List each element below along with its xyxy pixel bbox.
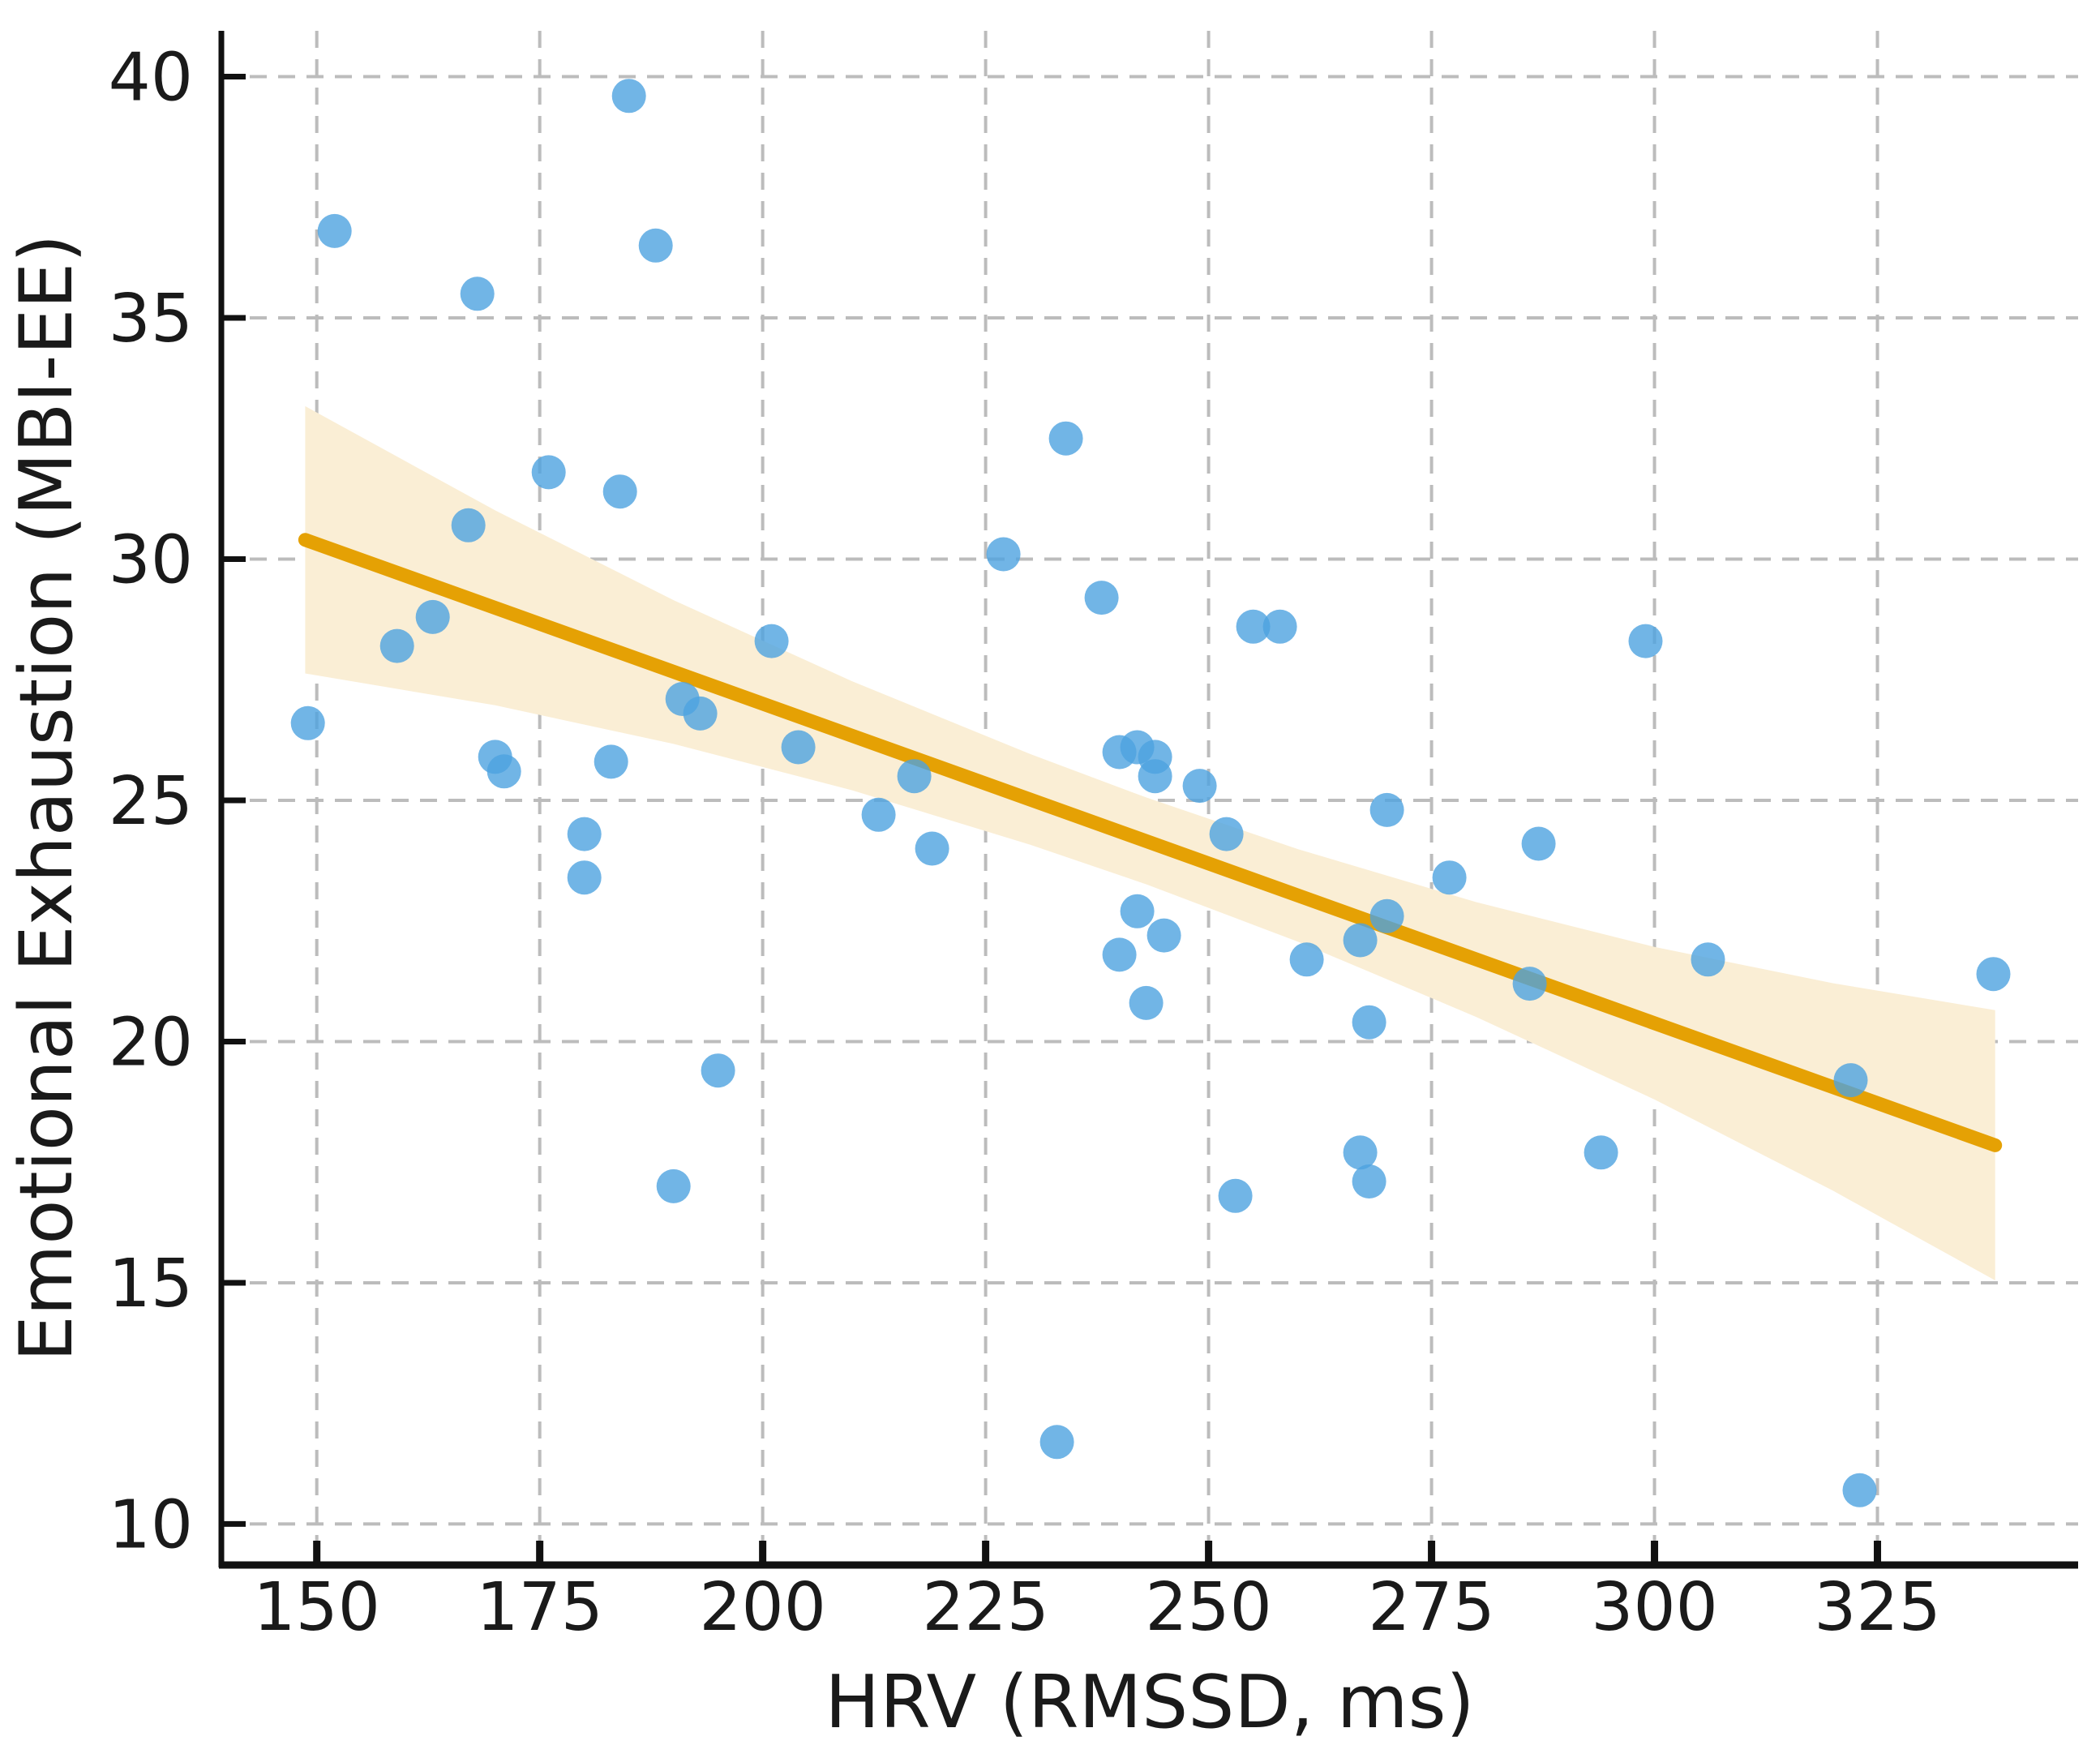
tick-label-layer: 10 15 20 25 30 35 40 150 175 200 225 250 275 300 325 [109,40,1941,1646]
scatter-point [1343,1135,1378,1170]
scatter-point [1691,942,1725,977]
x-tick-label: 150 [253,1569,380,1646]
scatter-point [781,730,816,765]
scatter-point [1084,581,1119,615]
scatter-point [602,474,637,509]
scatter-point [986,537,1021,572]
grid-layer [221,31,2078,1565]
scatter-point [1039,1425,1074,1460]
scatter-point [1369,898,1404,933]
y-tick-label: 40 [109,40,193,117]
scatter-point [1289,942,1324,977]
scatter-point [897,759,932,794]
scatter-point [754,624,789,658]
x-tick-label: 325 [1814,1569,1941,1646]
scatter-point [1584,1135,1618,1170]
x-tick-label: 200 [699,1569,826,1646]
y-axis-title: Emotional Exhaustion (MBI-EE) [4,234,89,1361]
scatter-point [290,705,325,740]
scatter-point [1129,985,1164,1020]
y-tick-label: 30 [109,521,193,598]
scatter-point [1048,421,1083,456]
scatter-point [1102,937,1137,972]
scatter-point [683,696,718,731]
scatter-point [379,628,414,663]
scatter-point [915,831,949,866]
scatter-point [1138,759,1172,794]
scatter-point [567,817,602,851]
scatter-point [1218,1178,1253,1213]
y-tick-label: 15 [109,1246,193,1323]
scatter-point [1833,1063,1868,1098]
scatter-point [594,744,628,779]
x-tick-label: 175 [476,1569,603,1646]
scatter-point [451,508,486,542]
scatter-point [1209,817,1244,851]
scatter-point [1146,918,1181,953]
y-tick-label: 25 [109,763,193,840]
scatter-point [415,599,450,634]
y-tick-label: 35 [109,281,193,358]
y-tick-label: 10 [109,1486,193,1563]
scatter-point [1628,624,1663,658]
scatter-point [486,754,521,789]
scatter-point [1369,792,1404,827]
scatter-point [638,228,673,263]
x-tick-label: 250 [1145,1569,1272,1646]
scatter-point [701,1053,735,1088]
scatter-point [861,797,896,832]
scatter-point [1262,609,1297,644]
scatter-point [531,455,566,490]
regression-line [298,533,2003,1152]
x-axis-title: HRV (RMSSD, ms) [825,1660,1474,1745]
scatter-point [1343,923,1378,958]
scatter-point [460,277,495,311]
x-tick-label: 225 [922,1569,1049,1646]
scatter-point [1352,1164,1386,1198]
scatter-point [1182,769,1217,804]
scatter-point [1512,967,1547,1001]
scatter-point [656,1168,691,1203]
scatter-point [317,213,352,248]
scatter-point [611,79,646,114]
axes-layer [218,31,2078,1569]
scatter-point [1120,894,1155,928]
scatter-point [1236,609,1271,644]
scatter-point [567,860,602,895]
scatter-point [1976,957,2011,992]
scatter-points-layer [290,79,2011,1507]
x-tick-label: 275 [1368,1569,1495,1646]
x-tick-label: 300 [1591,1569,1718,1646]
scatter-point [1842,1473,1877,1507]
scatter-point [1352,1005,1386,1040]
y-tick-label: 20 [109,1004,193,1081]
scatter-point [1521,826,1556,861]
scatter-point [1432,860,1467,895]
